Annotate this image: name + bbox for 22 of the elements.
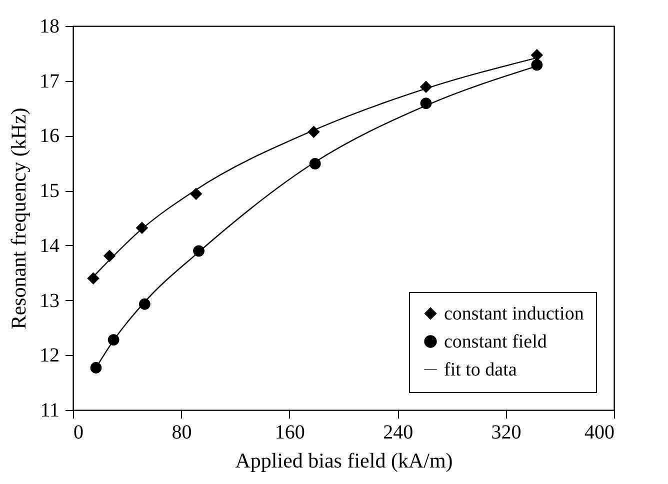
x-tick-label: 80 <box>172 422 192 444</box>
y-tick-label: 13 <box>40 290 60 312</box>
point <box>90 362 102 374</box>
legend-label: fit to data <box>444 360 518 380</box>
y-tick-label: 12 <box>40 344 60 367</box>
y-tick-label: 15 <box>40 180 60 202</box>
x-tick-label: 320 <box>491 422 522 444</box>
legend-label: constant induction <box>444 304 584 324</box>
y-tick-label: 11 <box>40 400 60 422</box>
x-axis-title: Applied bias field (kA/m) <box>235 448 453 472</box>
point <box>87 272 100 284</box>
legend-label: constant field <box>444 332 548 352</box>
x-tick-label: 160 <box>274 422 305 444</box>
y-tick-label: 17 <box>40 70 60 92</box>
y-tick-label: 16 <box>40 125 60 148</box>
point <box>531 59 543 71</box>
y-tick-label: 14 <box>40 234 60 257</box>
y-tick-label: 18 <box>40 16 60 38</box>
x-tick-label: 0 <box>74 422 84 444</box>
x-tick-label: 240 <box>383 422 414 444</box>
y-axis-title: Resonant frequency (kHz) <box>6 108 30 330</box>
x-tick-label: 400 <box>584 422 614 444</box>
